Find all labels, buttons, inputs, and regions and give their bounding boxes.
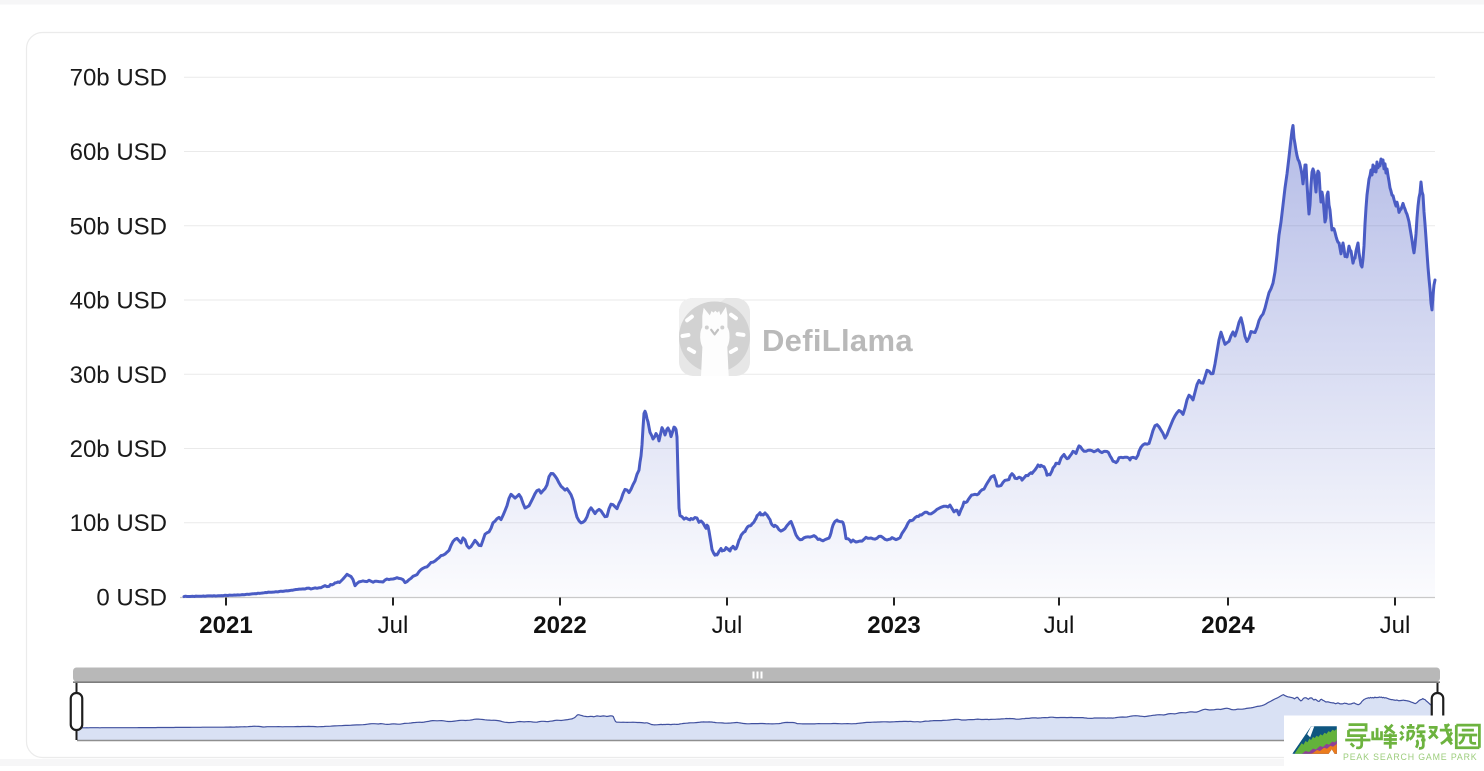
svg-text:50b USD: 50b USD: [70, 213, 167, 240]
svg-text:20b USD: 20b USD: [70, 436, 167, 463]
svg-text:2024: 2024: [1201, 612, 1255, 639]
svg-text:0 USD: 0 USD: [96, 585, 167, 612]
svg-text:DefiLlama: DefiLlama: [762, 323, 913, 358]
svg-text:2021: 2021: [199, 612, 252, 639]
svg-text:Jul: Jul: [1044, 612, 1075, 639]
svg-text:Jul: Jul: [712, 612, 743, 639]
svg-text:PEAK SEARCH GAME PARK: PEAK SEARCH GAME PARK: [1343, 752, 1478, 762]
svg-text:10b USD: 10b USD: [70, 510, 167, 537]
svg-text:40b USD: 40b USD: [70, 288, 167, 315]
svg-text:Jul: Jul: [1380, 612, 1411, 639]
svg-text:2023: 2023: [867, 612, 920, 639]
svg-text:Jul: Jul: [378, 612, 409, 639]
svg-text:60b USD: 60b USD: [70, 139, 167, 166]
svg-text:2022: 2022: [533, 612, 586, 639]
svg-text:30b USD: 30b USD: [70, 362, 167, 389]
svg-text:70b USD: 70b USD: [70, 65, 167, 92]
